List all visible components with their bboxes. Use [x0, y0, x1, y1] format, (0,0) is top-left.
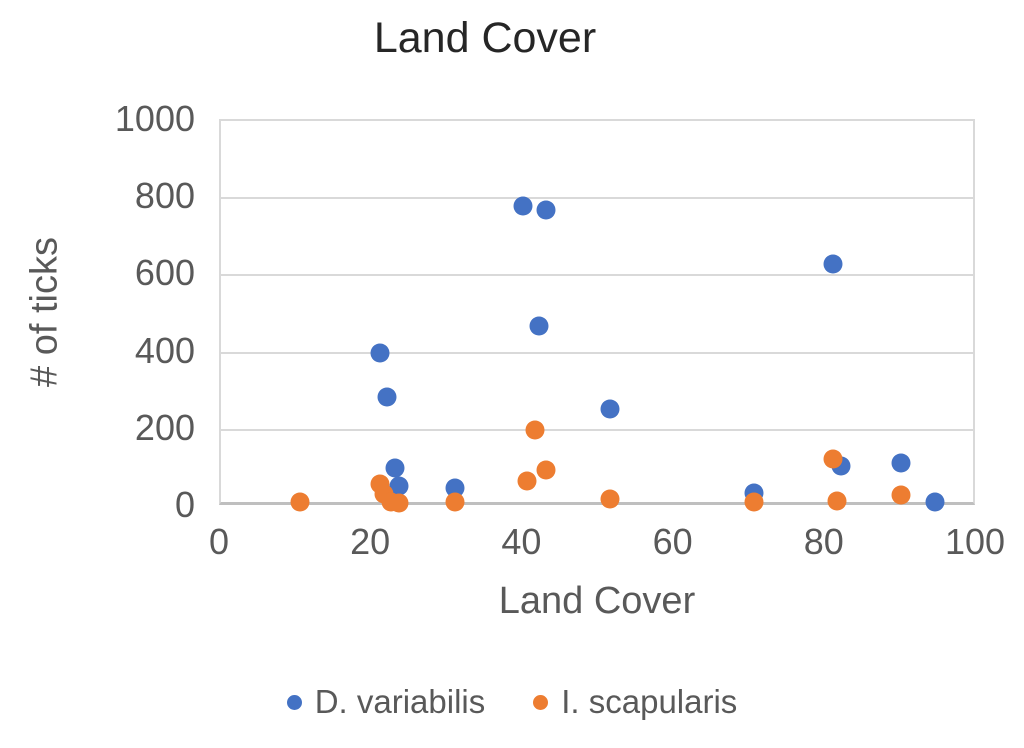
data-point-d-variabilis [389, 476, 409, 496]
gridline-y-200 [221, 428, 973, 431]
legend-marker-icon [286, 694, 302, 710]
data-point-i-scapularis [517, 471, 537, 491]
data-point-d-variabilis [600, 399, 620, 419]
data-point-i-scapularis [600, 489, 620, 508]
y-tick-label-0: 0 [174, 484, 195, 525]
data-point-i-scapularis [827, 491, 847, 511]
gridline-y-600 [221, 274, 973, 277]
x-axis-title: Land Cover [498, 580, 696, 622]
data-point-d-variabilis [377, 387, 397, 407]
gridline-y-800 [221, 197, 973, 200]
gridline-y-400 [221, 351, 973, 354]
legend-marker-icon [533, 694, 549, 710]
data-point-d-variabilis [529, 316, 549, 336]
legend-label: D. variabilis [314, 683, 486, 720]
chart-title: Land Cover [373, 14, 597, 62]
data-point-d-variabilis [536, 200, 556, 220]
x-tick-label-40: 40 [501, 521, 542, 562]
data-point-i-scapularis [525, 420, 545, 440]
y-tick-label-200: 200 [134, 406, 195, 448]
data-point-d-variabilis [823, 254, 843, 274]
data-point-d-variabilis [370, 343, 390, 363]
x-tick-label-60: 60 [652, 521, 693, 562]
plot-area [219, 119, 975, 513]
y-tick-label-800: 800 [134, 175, 195, 217]
legend-item: I. scapularis [533, 683, 737, 721]
data-point-d-variabilis [385, 458, 405, 478]
data-point-i-scapularis [445, 492, 465, 512]
data-point-i-scapularis [536, 460, 556, 480]
data-point-i-scapularis [389, 493, 409, 513]
data-point-i-scapularis [891, 485, 911, 505]
legend-label: I. scapularis [561, 683, 738, 720]
y-tick-label-1000: 1000 [114, 98, 195, 139]
data-point-d-variabilis [925, 492, 945, 512]
x-tick-label-80: 80 [803, 521, 844, 562]
data-point-d-variabilis [891, 453, 911, 473]
legend-item: D. variabilis [286, 683, 486, 721]
y-tick-label-400: 400 [134, 329, 195, 371]
x-tick-label-20: 20 [350, 521, 391, 562]
legend: D. variabilis I. scapularis [0, 683, 1024, 721]
data-point-i-scapularis [744, 492, 764, 512]
y-tick-label-600: 600 [134, 252, 195, 294]
data-point-d-variabilis [513, 196, 533, 216]
data-point-d-variabilis [445, 478, 465, 498]
data-point-i-scapularis [823, 449, 843, 469]
x-tick-label-0: 0 [208, 521, 230, 562]
x-tick-label-100: 100 [944, 521, 1006, 562]
data-point-i-scapularis [290, 492, 310, 512]
